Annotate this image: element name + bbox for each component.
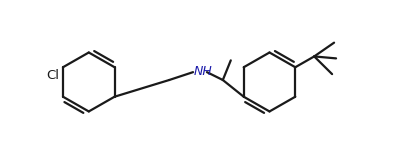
Text: NH: NH: [194, 65, 213, 78]
Text: Cl: Cl: [46, 69, 59, 82]
